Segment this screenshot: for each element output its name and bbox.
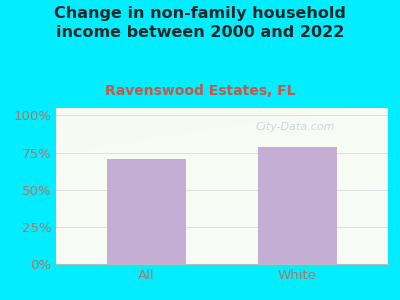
Text: Change in non-family household
income between 2000 and 2022: Change in non-family household income be… [54,6,346,40]
Bar [107,159,186,264]
Bar [258,147,337,264]
Text: Ravenswood Estates, FL: Ravenswood Estates, FL [105,84,295,98]
Text: City-Data.com: City-Data.com [255,122,335,132]
